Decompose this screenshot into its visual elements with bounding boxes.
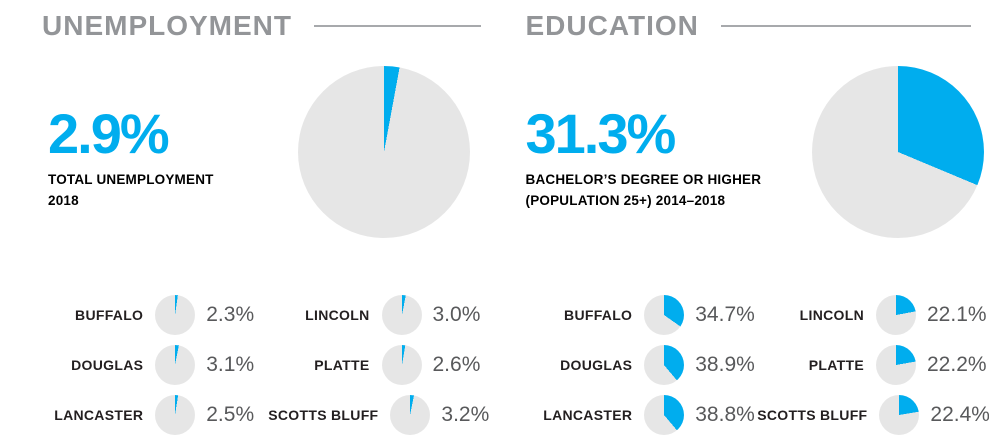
stat-number: 31.3% <box>525 102 677 165</box>
header-rule <box>314 25 481 27</box>
unemployment-counties-grid: BUFFALO 2.3% DOUGLAS 3.1% LANCASTER 2.5% <box>42 295 495 445</box>
county-pie-chart <box>381 345 422 385</box>
county-pie-chart <box>644 395 685 435</box>
education-hero: 31.3% BACHELOR’S DEGREE OR HIGHER (POPUL… <box>526 66 984 238</box>
county-row: BUFFALO 34.7% <box>526 295 758 335</box>
county-value: 22.2% <box>927 353 987 376</box>
stat-label: TOTAL UNEMPLOYMENT 2018 <box>48 170 298 212</box>
county-column: BUFFALO 2.3% DOUGLAS 3.1% LANCASTER 2.5% <box>42 295 268 445</box>
stat-label: BACHELOR’S DEGREE OR HIGHER (POPULATION … <box>526 170 776 212</box>
county-row: LANCASTER 2.5% <box>42 395 268 435</box>
county-row: PLATTE 22.2% <box>757 345 989 385</box>
county-value: 22.4% <box>930 403 989 426</box>
county-value: 3.1% <box>206 353 255 376</box>
education-counties-grid: BUFFALO 34.7% DOUGLAS 38.9% LANCASTER 38… <box>526 295 989 445</box>
county-pie-chart <box>155 345 196 385</box>
section-title: UNEMPLOYMENT <box>42 10 292 41</box>
county-value: 34.7% <box>695 303 755 326</box>
county-pie-chart <box>644 345 685 385</box>
stat-label-line1: BACHELOR’S DEGREE OR HIGHER <box>525 172 762 187</box>
unemployment-pie-chart <box>298 66 470 238</box>
stat-label-line2: 2018 <box>48 192 79 208</box>
county-label: PLATTE <box>808 357 864 373</box>
section-unemployment: UNEMPLOYMENT 2.9% TOTAL UNEMPLOYMENT 201… <box>42 12 495 445</box>
county-label: LANCASTER <box>54 407 144 423</box>
county-row: LINCOLN 22.1% <box>757 295 989 335</box>
county-label: PLATTE <box>314 357 370 373</box>
stat-block: 31.3% BACHELOR’S DEGREE OR HIGHER (POPUL… <box>526 106 776 212</box>
county-value: 2.6% <box>432 353 481 376</box>
county-row: SCOTTS BLUFF 3.2% <box>268 395 494 435</box>
county-label: SCOTTS BLUFF <box>268 407 379 423</box>
county-column: LINCOLN 22.1% PLATTE 22.2% SCOTTS BLUFF … <box>757 295 989 445</box>
county-label: DOUGLAS <box>560 357 633 373</box>
county-row: PLATTE 2.6% <box>268 345 494 385</box>
county-label: LANCASTER <box>543 407 633 423</box>
county-value: 3.2% <box>441 403 490 426</box>
unemployment-header: UNEMPLOYMENT <box>42 12 481 40</box>
county-label: SCOTTS BLUFF <box>757 407 868 423</box>
county-pie-chart <box>879 395 920 435</box>
county-pie-chart <box>390 395 431 435</box>
county-value: 22.1% <box>927 303 987 326</box>
header-rule <box>720 25 971 27</box>
county-pie-chart <box>876 295 916 335</box>
county-column: LINCOLN 3.0% PLATTE 2.6% SCOTTS BLUFF 3.… <box>268 295 494 445</box>
stat-label-line2: (POPULATION 25+) 2014–2018 <box>525 192 726 208</box>
county-row: SCOTTS BLUFF 22.4% <box>757 395 989 435</box>
county-pie-chart <box>644 295 685 335</box>
county-value: 3.0% <box>432 303 481 326</box>
county-row: DOUGLAS 3.1% <box>42 345 268 385</box>
county-row: LINCOLN 3.0% <box>268 295 494 335</box>
county-pie-chart <box>155 395 196 435</box>
county-pie-chart <box>381 295 422 335</box>
county-value: 2.3% <box>206 303 255 326</box>
county-label: LINCOLN <box>305 307 370 323</box>
education-pie-chart <box>812 66 984 238</box>
section-education: EDUCATION 31.3% BACHELOR’S DEGREE OR HIG… <box>495 0 989 445</box>
county-label: BUFFALO <box>75 307 144 323</box>
county-label: DOUGLAS <box>71 357 144 373</box>
county-value: 38.9% <box>695 353 755 376</box>
education-header: EDUCATION <box>525 10 971 41</box>
section-title: EDUCATION <box>525 10 699 41</box>
county-label: BUFFALO <box>564 307 633 323</box>
county-column: BUFFALO 34.7% DOUGLAS 38.9% LANCASTER 38… <box>526 295 758 445</box>
county-pie-chart <box>876 345 916 385</box>
county-row: DOUGLAS 38.9% <box>526 345 758 385</box>
county-pie-chart <box>155 295 196 335</box>
unemployment-hero: 2.9% TOTAL UNEMPLOYMENT 2018 <box>48 66 470 238</box>
stat-label-line1: TOTAL UNEMPLOYMENT <box>48 172 214 187</box>
stat-block: 2.9% TOTAL UNEMPLOYMENT 2018 <box>48 106 298 212</box>
stat-number: 2.9% <box>48 102 170 165</box>
county-value: 38.8% <box>695 403 755 426</box>
county-label: LINCOLN <box>799 307 864 323</box>
county-row: LANCASTER 38.8% <box>526 395 758 435</box>
county-value: 2.5% <box>206 403 255 426</box>
county-row: BUFFALO 2.3% <box>42 295 268 335</box>
